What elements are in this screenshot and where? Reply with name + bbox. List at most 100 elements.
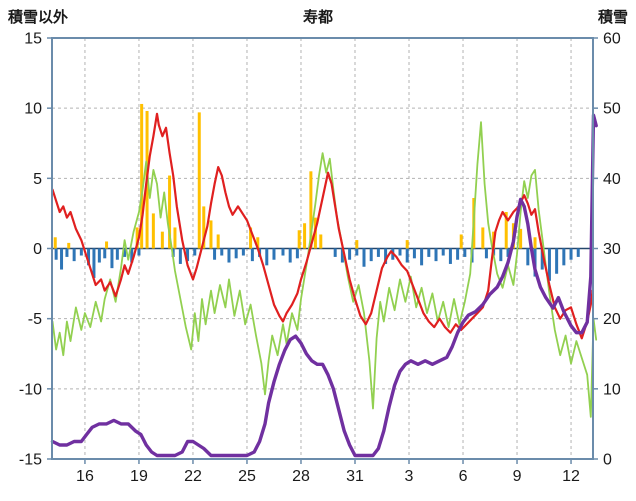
orange-bar-series-bar bbox=[319, 234, 323, 249]
blue-bar-series-bar bbox=[540, 248, 544, 270]
blue-bar-series-bar bbox=[234, 248, 238, 259]
blue-bar-series-bar bbox=[87, 248, 91, 266]
blue-bar-series-bar bbox=[186, 248, 190, 262]
blue-bar-series-bar bbox=[220, 248, 224, 256]
orange-bar-series-bar bbox=[209, 220, 213, 249]
orange-bar-series-bar bbox=[197, 112, 201, 249]
blue-bar-series-bar bbox=[193, 248, 197, 256]
left-tick-label: -15 bbox=[19, 452, 42, 469]
blue-bar-series-bar bbox=[576, 248, 580, 257]
blue-bar-series-bar bbox=[456, 248, 460, 260]
orange-bar-series-bar bbox=[173, 227, 177, 249]
left-tick-label: -5 bbox=[28, 311, 42, 328]
blue-bar-series-bar bbox=[340, 248, 344, 263]
blue-bar-series-bar bbox=[569, 248, 573, 260]
left-tick-label: 10 bbox=[24, 101, 42, 118]
orange-bar-series-bar bbox=[481, 227, 485, 249]
blue-bar-series-bar bbox=[427, 248, 431, 257]
orange-bar-series-bar bbox=[67, 242, 71, 249]
left-tick-label: -10 bbox=[19, 381, 42, 398]
blue-bar-series-bar bbox=[333, 248, 337, 257]
right-tick-label: 0 bbox=[603, 452, 612, 469]
right-tick-label: 30 bbox=[603, 241, 621, 258]
blue-bar-series-bar bbox=[60, 248, 64, 270]
right-tick-label: 20 bbox=[603, 311, 621, 328]
blue-bar-series-bar bbox=[362, 248, 366, 267]
x-tick-label: 6 bbox=[459, 468, 468, 485]
orange-bar-series-bar bbox=[297, 230, 301, 249]
right-tick-label: 50 bbox=[603, 101, 621, 118]
orange-bar-series-bar bbox=[202, 206, 206, 249]
blue-bar-series-bar bbox=[384, 248, 388, 264]
blue-bar-series-bar bbox=[526, 248, 530, 266]
x-tick-label: 22 bbox=[184, 468, 202, 485]
orange-bar-series-bar bbox=[533, 237, 537, 249]
orange-bar-series-bar bbox=[53, 237, 57, 249]
blue-bar-series-bar bbox=[227, 248, 231, 263]
orange-bar-series-bar bbox=[151, 213, 155, 249]
blue-bar-series-bar bbox=[355, 248, 359, 256]
blue-bar-series-bar bbox=[369, 248, 373, 262]
blue-bar-series-bar bbox=[97, 248, 101, 263]
blue-bar-series-bar bbox=[405, 248, 409, 263]
blue-bar-series-bar bbox=[130, 248, 134, 263]
right-tick-label: 60 bbox=[603, 31, 621, 48]
blue-bar-series-bar bbox=[441, 248, 445, 256]
orange-bar-series-bar bbox=[249, 227, 253, 249]
blue-bar-series-bar bbox=[434, 248, 438, 262]
left-axis-title: 積雪以外 bbox=[8, 9, 69, 26]
left-tick-label: 15 bbox=[24, 31, 42, 48]
x-tick-label: 28 bbox=[292, 468, 310, 485]
blue-bar-series-bar bbox=[250, 248, 254, 262]
orange-bar-series-bar bbox=[105, 241, 109, 249]
orange-bar-series-bar bbox=[160, 231, 164, 249]
blue-bar-series-bar bbox=[499, 248, 503, 262]
red-series bbox=[51, 112, 594, 340]
orange-bar-series-bar bbox=[140, 103, 144, 249]
blue-bar-series-bar bbox=[288, 248, 292, 263]
blue-bar-series-bar bbox=[72, 248, 76, 262]
blue-bar-series-bar bbox=[484, 248, 488, 259]
blue-bar-series-bar bbox=[54, 248, 58, 260]
blue-bar-series-bar bbox=[265, 248, 269, 266]
blue-bar-series-bar bbox=[555, 248, 559, 274]
orange-bar-series-bar bbox=[459, 234, 463, 249]
blue-bar-series-bar bbox=[463, 248, 467, 257]
right-tick-label: 10 bbox=[603, 381, 621, 398]
orange-bar-series-bar bbox=[216, 234, 220, 249]
blue-bar-series-bar bbox=[103, 248, 107, 259]
orange-bar-series-bar bbox=[135, 227, 139, 249]
x-tick-label: 12 bbox=[562, 468, 580, 485]
blue-bar-series-bar bbox=[65, 248, 69, 257]
x-tick-label: 3 bbox=[405, 468, 414, 485]
blue-bar-series-bar bbox=[412, 248, 416, 259]
snow-depth-series bbox=[50, 113, 598, 458]
blue-bar-series-bar bbox=[295, 248, 299, 259]
blue-bar-series-bar bbox=[376, 248, 380, 257]
blue-bar-series-bar bbox=[92, 248, 96, 278]
blue-bar-series-bar bbox=[562, 248, 566, 266]
orange-bar-series-bar bbox=[168, 175, 172, 249]
orange-bar-series-bar bbox=[405, 240, 409, 249]
blue-bar-series-bar bbox=[241, 248, 245, 256]
blue-bar-series-bar bbox=[123, 248, 127, 257]
chart-title: 寿都 bbox=[302, 9, 333, 26]
orange-bar-series-bar bbox=[504, 212, 508, 249]
left-tick-label: 0 bbox=[33, 241, 42, 258]
x-tick-label: 25 bbox=[238, 468, 256, 485]
right-axis-title: 積雪 bbox=[597, 9, 628, 26]
blue-bar-series-bar bbox=[348, 248, 352, 260]
blue-bar-series-bar bbox=[110, 248, 114, 269]
blue-bar-series-bar bbox=[137, 248, 141, 256]
blue-bar-series-bar bbox=[398, 248, 402, 256]
blue-bar-series-bar bbox=[547, 248, 551, 281]
blue-bar-series-bar bbox=[420, 248, 424, 266]
x-tick-label: 9 bbox=[513, 468, 522, 485]
blue-bar-series-bar bbox=[506, 248, 510, 257]
orange-bar-series-bar bbox=[309, 171, 313, 249]
orange-bar-series-bar bbox=[519, 228, 523, 249]
blue-bar-series-bar bbox=[281, 248, 285, 256]
blue-bar-series-bar bbox=[272, 248, 276, 260]
x-tick-label: 19 bbox=[130, 468, 148, 485]
